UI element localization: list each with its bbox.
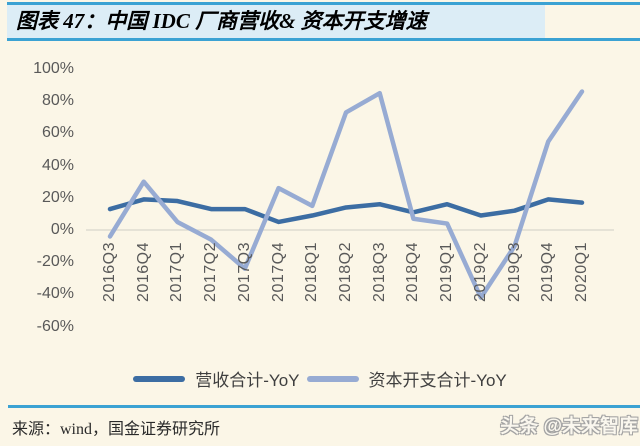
x-axis-label: 2016Q4 (134, 242, 152, 302)
legend-item-revenue: 营收合计-YoY (133, 366, 300, 391)
y-axis-label: -20% (36, 253, 74, 271)
capex-line-swatch (306, 375, 359, 382)
x-axis-label: 2018Q3 (370, 242, 388, 302)
legend-label-revenue: 营收合计-YoY (195, 371, 300, 390)
y-axis-label: -60% (36, 317, 74, 335)
legend-label-capex: 资本开支合计-YoY (368, 371, 507, 390)
x-axis-label: 2018Q1 (303, 242, 321, 302)
legend-item-capex: 资本开支合计-YoY (306, 366, 507, 391)
x-axis-label: 2019Q1 (438, 242, 456, 302)
footer-rule (8, 405, 640, 408)
x-axis-label: 2019Q3 (505, 242, 523, 302)
x-axis-label: 2017Q3 (235, 242, 253, 302)
x-axis-label: 2017Q2 (202, 242, 220, 302)
y-axis-label: 60% (41, 124, 74, 142)
source-text: 来源：wind，国金证券研究所 (12, 421, 221, 438)
x-axis-label: 2016Q3 (101, 242, 118, 302)
x-axis-label: 2019Q2 (471, 242, 489, 302)
revenue-line-swatch (133, 375, 186, 382)
x-axis-label: 2020Q1 (572, 242, 590, 302)
y-axis-label: 80% (41, 92, 74, 110)
revenue-line (107, 197, 585, 225)
x-axis-label: 2019Q4 (539, 242, 557, 302)
y-axis-label: 20% (41, 188, 74, 206)
title-bottom-rule (7, 38, 640, 41)
legend: 营收合计-YoY 资本开支合计-YoY (0, 366, 640, 391)
title-top-rule (7, 2, 640, 5)
x-axis-label: 2018Q4 (404, 242, 422, 302)
y-axis-label: 0% (50, 221, 74, 238)
y-axis-label: 40% (41, 156, 74, 174)
y-axis-label: -40% (36, 285, 74, 303)
x-axis-label: 2018Q2 (336, 242, 354, 302)
x-axis-label: 2017Q1 (168, 242, 186, 302)
watermark: 头条 @未来智库 (500, 416, 638, 437)
y-axis-label: 100% (33, 60, 74, 77)
x-axis-label: 2017Q4 (269, 242, 287, 302)
chart-title: 图表 47：中国 IDC 厂商营收& 资本开支增速 (16, 9, 427, 33)
chart-title-bar (7, 5, 545, 38)
